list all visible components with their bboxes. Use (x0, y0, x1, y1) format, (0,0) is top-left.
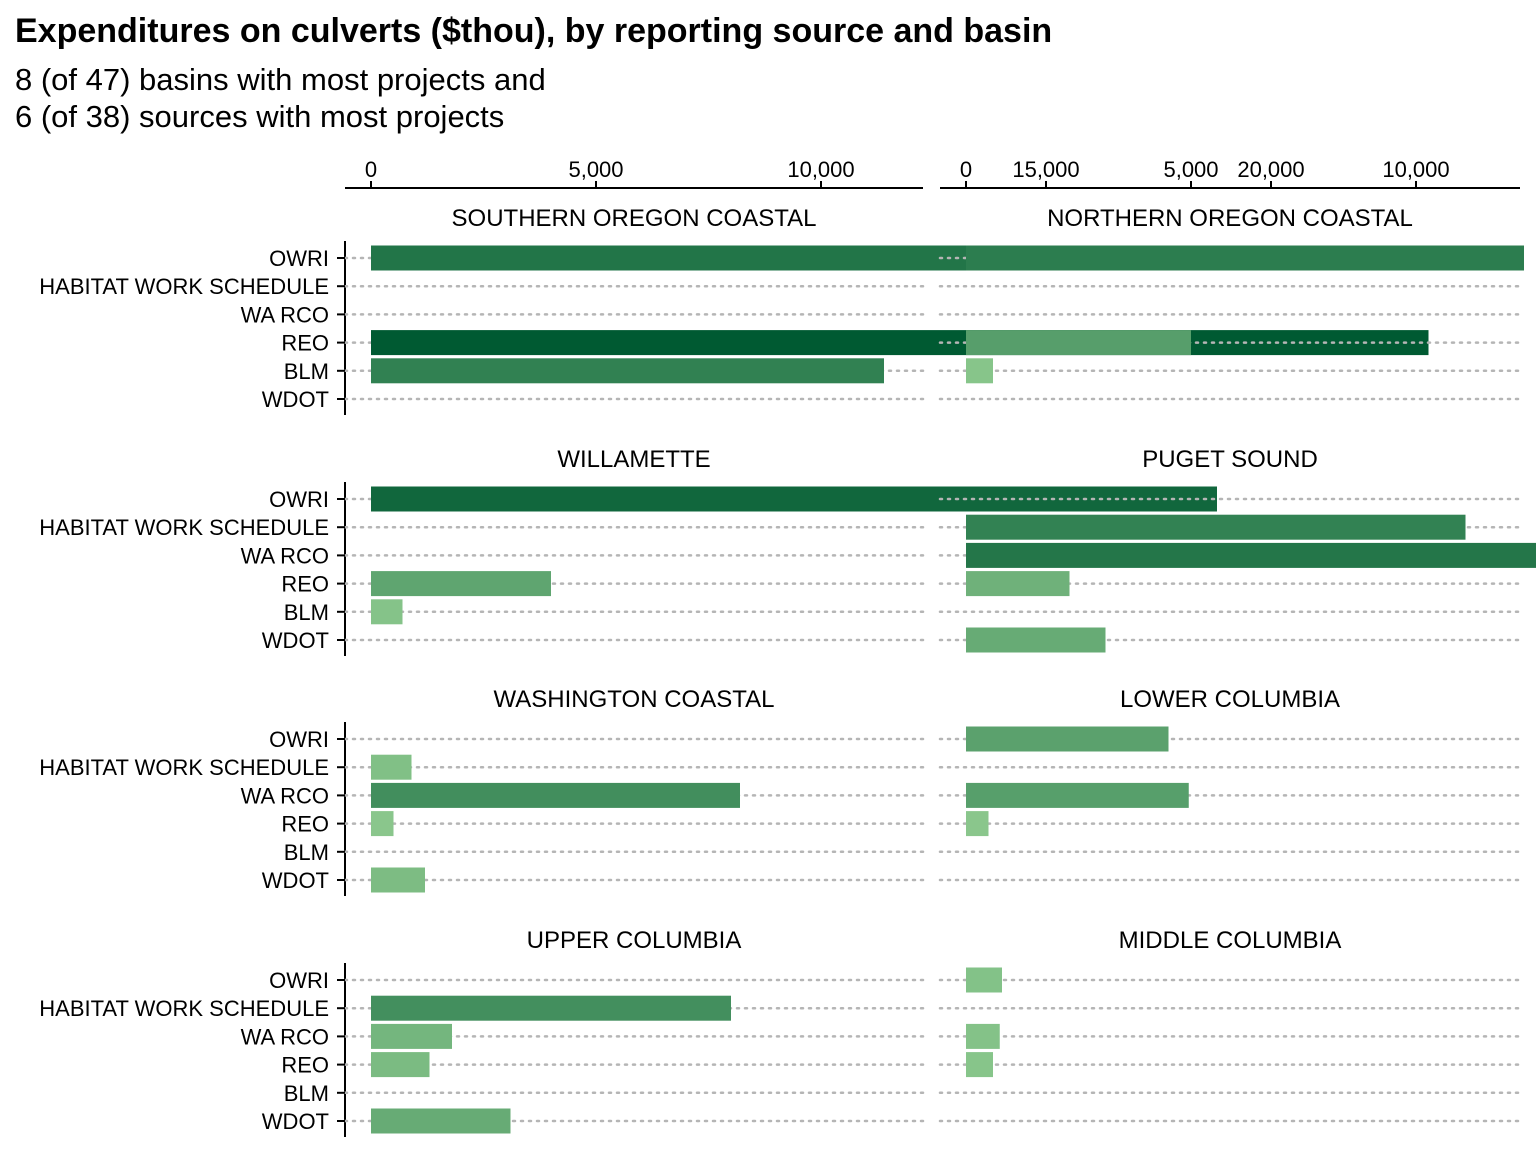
y-tick-label: BLM (284, 359, 329, 384)
y-tick-label: WDOT (262, 1109, 329, 1134)
panel-title: MIDDLE COLUMBIA (1119, 927, 1342, 954)
panel-title: WASHINGTON COASTAL (494, 686, 775, 713)
bar (371, 571, 551, 597)
bar (966, 245, 1524, 271)
bar (966, 330, 1191, 356)
x-tick-label: 20,000 (1237, 157, 1304, 182)
bar (966, 782, 1189, 808)
y-tick-label: BLM (284, 1081, 329, 1106)
x-tick-label: 5,000 (1163, 157, 1218, 182)
y-tick-label: REO (281, 812, 329, 837)
x-tick-label: 0 (365, 157, 377, 182)
y-tick-label: HABITAT WORK SCHEDULE (39, 515, 329, 540)
panel-title: PUGET SOUND (1142, 446, 1318, 473)
y-tick-label: OWRI (269, 246, 329, 271)
bar (371, 867, 425, 893)
x-tick-label: 15,000 (1012, 157, 1079, 182)
bar (966, 627, 1106, 653)
bar (966, 1052, 993, 1078)
y-tick-label: REO (281, 331, 329, 356)
bar (371, 599, 403, 625)
chart-title: Expenditures on culverts ($thou), by rep… (15, 12, 1053, 50)
bar (371, 486, 1217, 512)
bar (966, 358, 993, 384)
bar (371, 1108, 511, 1134)
bar (966, 811, 989, 837)
bar (966, 726, 1169, 752)
y-tick-label: OWRI (269, 727, 329, 752)
panel-title: WILLAMETTE (557, 446, 710, 473)
bar (371, 1023, 452, 1049)
bar (371, 754, 412, 780)
chart-subtitle-line-2: 6 (of 38) sources with most projects (15, 99, 505, 134)
y-tick-label: WA RCO (241, 543, 329, 568)
bar (966, 967, 1002, 993)
x-tick-label: 10,000 (1382, 157, 1449, 182)
y-tick-label: BLM (284, 840, 329, 865)
y-tick-label: WDOT (262, 628, 329, 653)
panel-title: LOWER COLUMBIA (1120, 686, 1340, 713)
y-tick-label: REO (281, 572, 329, 597)
bar (966, 571, 1070, 597)
bar (966, 542, 1536, 568)
bar (371, 995, 731, 1021)
bar (371, 245, 1033, 271)
y-tick-label: BLM (284, 600, 329, 625)
y-tick-label: OWRI (269, 487, 329, 512)
y-tick-label: WDOT (262, 387, 329, 412)
y-tick-label: OWRI (269, 968, 329, 993)
y-tick-label: HABITAT WORK SCHEDULE (39, 996, 329, 1021)
panel-title: NORTHERN OREGON COASTAL (1047, 205, 1413, 232)
y-tick-label: REO (281, 1053, 329, 1078)
x-tick-label: 10,000 (787, 157, 854, 182)
y-tick-label: WA RCO (241, 783, 329, 808)
bar (371, 811, 394, 837)
chart-subtitle-line-1: 8 (of 47) basins with most projects and (15, 62, 546, 97)
bar (966, 1023, 1000, 1049)
bar (371, 782, 740, 808)
y-tick-label: HABITAT WORK SCHEDULE (39, 755, 329, 780)
y-tick-label: HABITAT WORK SCHEDULE (39, 274, 329, 299)
x-tick-label: 0 (960, 157, 972, 182)
y-tick-label: WA RCO (241, 302, 329, 327)
bar (371, 358, 884, 384)
y-tick-label: WA RCO (241, 1024, 329, 1049)
bar (371, 1052, 430, 1078)
panel-title: SOUTHERN OREGON COASTAL (452, 205, 817, 232)
x-tick-label: 5,000 (568, 157, 623, 182)
bar (966, 514, 1466, 540)
y-tick-label: WDOT (262, 868, 329, 893)
panel-title: UPPER COLUMBIA (527, 927, 742, 954)
